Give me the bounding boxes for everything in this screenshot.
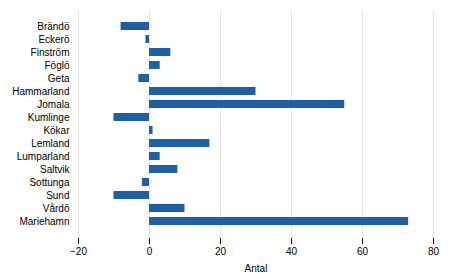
svg-text:80: 80 (428, 246, 440, 257)
svg-text:Antal: Antal (245, 263, 268, 274)
svg-text:Hammarland: Hammarland (12, 86, 69, 97)
svg-text:Geta: Geta (48, 73, 70, 84)
svg-text:Brändö: Brändö (37, 21, 70, 32)
svg-text:0: 0 (147, 246, 153, 257)
svg-text:Vårdö: Vårdö (43, 203, 70, 214)
svg-text:Jomala: Jomala (37, 99, 70, 110)
svg-text:Lumparland: Lumparland (17, 151, 70, 162)
svg-text:60: 60 (357, 246, 369, 257)
svg-text:Finström: Finström (31, 47, 70, 58)
svg-text:Kökar: Kökar (43, 125, 70, 136)
svg-text:Lemland: Lemland (31, 138, 69, 149)
svg-text:Mariehamn: Mariehamn (19, 216, 69, 227)
svg-text:Sund: Sund (46, 190, 69, 201)
svg-text:−20: −20 (70, 246, 87, 257)
svg-text:Sottunga: Sottunga (29, 177, 69, 188)
svg-text:40: 40 (286, 246, 298, 257)
svg-text:Saltvik: Saltvik (40, 164, 70, 175)
svg-text:Eckerö: Eckerö (38, 34, 70, 45)
svg-text:20: 20 (215, 246, 227, 257)
svg-text:Föglö: Föglö (44, 60, 69, 71)
svg-text:Kumlinge: Kumlinge (28, 112, 70, 123)
